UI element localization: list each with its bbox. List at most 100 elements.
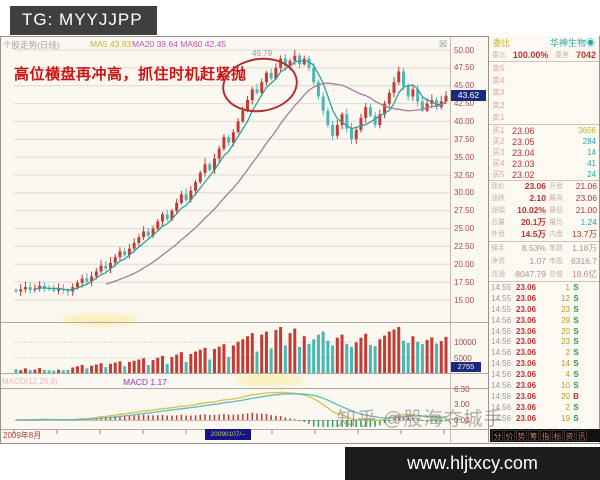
stat-value: 1.18万: [571, 242, 597, 253]
sell-level-row[interactable]: 卖2: [489, 99, 599, 111]
tick-price: 23.06: [516, 391, 537, 401]
trade-tick-row: 14:56 23.06 20 S: [489, 326, 599, 337]
ma5-value-label: MA5 43.93: [90, 39, 132, 49]
stat-row: 净资 1.07 市盈 6316.7: [489, 254, 599, 267]
sidebar-tab[interactable]: 指: [540, 430, 551, 441]
sidebar-tab[interactable]: 标: [552, 430, 563, 441]
sell-level-label: 卖1: [492, 113, 505, 123]
highlight-smudge: [235, 374, 305, 386]
buy-level-row[interactable]: 买2 23.05 284: [489, 136, 599, 147]
tick-qty: 2: [565, 348, 570, 358]
sidebar-tab[interactable]: 价: [504, 430, 515, 441]
tick-qty: 4: [565, 370, 570, 380]
peak-price-label: 49.79: [252, 49, 273, 58]
tick-qty: 23: [561, 337, 570, 347]
buy-level-label: 买4: [492, 159, 505, 168]
window-close-icon[interactable]: ☒: [439, 39, 448, 49]
trade-tick-row: 14:56 23.06 2 S: [489, 402, 599, 413]
price-axis-label: 35.00: [454, 152, 475, 162]
sidebar-tab[interactable]: 资: [564, 430, 575, 441]
price-axis-label: 15.00: [454, 295, 475, 305]
price-axis-label: 32.50: [454, 170, 475, 180]
quote-info-grid: 现价 23.06 开盘 21.06 涨跌 2.10 最高 23.06 涨幅 10.02% 最低 21.…: [489, 180, 599, 242]
chart-title: 个股走势(日线): [3, 40, 60, 50]
macd-value-label: MACD 1.17: [123, 377, 167, 387]
sidebar-tab[interactable]: 讯: [576, 430, 587, 441]
tick-qty: 20: [561, 326, 570, 336]
tick-time: 14:56: [491, 370, 512, 380]
info-row: 涨跌 2.10 最高 23.06: [489, 192, 599, 204]
tick-price: 23.06: [516, 326, 537, 336]
buy-level-qty: 284: [582, 137, 596, 146]
tick-price: 23.06: [516, 293, 537, 303]
tick-qty: 20: [561, 391, 570, 401]
zhihu-watermark: 知乎 @股海夺城手: [337, 409, 504, 430]
tick-price: 23.06: [516, 337, 537, 347]
sell-level-row[interactable]: 卖1: [489, 112, 599, 124]
buy-level-row[interactable]: 买5 23.02 24: [489, 169, 599, 180]
trade-tick-list: 14:55 23.06 1 S 14:55 23.06 12 S 14:55 23.06 23 S 14…: [489, 282, 599, 425]
tick-direction: S: [573, 326, 579, 336]
trade-tick-row: 14:56 23.06 2 S: [489, 347, 599, 358]
info-row: 外盘 14.5万 内盘 13.7万: [489, 228, 599, 240]
info-value: 1.24: [580, 217, 597, 227]
current-volume-box: 2755: [451, 362, 481, 372]
tick-direction: S: [573, 370, 579, 380]
info-label: 现价: [491, 183, 505, 190]
sell-level-row[interactable]: 卖4: [489, 74, 599, 86]
info-row: 总量 20.1万 量比 1.24: [489, 216, 599, 228]
trade-tick-row: 14:56 23.06 23 S: [489, 336, 599, 347]
sell-level-row[interactable]: 卖3: [489, 87, 599, 99]
sell-level-row[interactable]: 卖5: [489, 62, 599, 74]
buy-level-label: 买1: [492, 126, 505, 135]
macd-params-label: MACD(12,26,9): [2, 377, 58, 386]
sidebar-tab[interactable]: 势: [516, 430, 527, 441]
trade-tick-row: 14:56 23.06 4 S: [489, 369, 599, 380]
tick-direction: S: [573, 293, 579, 303]
tick-time: 14:56: [491, 326, 512, 336]
sidebar-tab[interactable]: 分: [492, 430, 503, 441]
buy-level-row[interactable]: 买4 23.03 41: [489, 158, 599, 169]
timeline-start-date: 2009年8月: [3, 431, 42, 440]
trade-tick-row: 14:56 23.06 20 B: [489, 391, 599, 402]
tick-qty: 12: [561, 293, 570, 303]
buy-level-row[interactable]: 买1 23.06 3656: [489, 125, 599, 136]
tick-qty: 10: [561, 380, 570, 390]
sell-level-label: 卖3: [492, 88, 505, 98]
tick-price: 23.06: [516, 359, 537, 369]
cursor-date-box: 20090107/--: [205, 429, 251, 440]
buy-level-qty: 24: [587, 170, 596, 179]
tick-time: 14:55: [491, 304, 512, 314]
stat-label: 总值: [549, 270, 563, 278]
tick-direction: B: [573, 391, 579, 401]
tick-qty: 23: [561, 304, 570, 314]
weicha-value: 7042: [575, 50, 596, 60]
sell-level-label: 卖2: [492, 100, 505, 110]
sidebar-tab[interactable]: 筹: [528, 430, 539, 441]
tick-time: 14:56: [491, 315, 512, 325]
stat-value: 8.53%: [521, 242, 546, 253]
buy-level-row[interactable]: 买3 23.04 14: [489, 147, 599, 158]
tick-qty: 14: [561, 359, 570, 369]
current-price-box: 43.62: [451, 90, 486, 101]
buy-level-price: 23.02: [512, 169, 535, 180]
tick-qty: 2: [565, 402, 570, 412]
buy-level-price: 23.06: [512, 125, 535, 136]
tick-price: 23.06: [516, 315, 537, 325]
trade-tick-row: 14:56 23.06 14 S: [489, 358, 599, 369]
buy-level-label: 买2: [492, 137, 505, 146]
trade-tick-row: 14:56 23.06 10 S: [489, 380, 599, 391]
volume-axis-label: 5000: [454, 353, 472, 363]
weibi-row: 委比 100.00% 委差 7042: [489, 49, 599, 62]
info-row: 涨幅 10.02% 最低 21.00: [489, 204, 599, 216]
tick-time: 14:55: [491, 282, 512, 292]
weicha-label: 委差: [555, 52, 570, 59]
tick-direction: S: [573, 402, 579, 412]
macd-axis-label: 6.30: [454, 384, 470, 394]
tick-direction: S: [573, 282, 579, 292]
price-axis-label: 25.00: [454, 224, 475, 234]
tick-price: 23.06: [516, 370, 537, 380]
stat-row: 换手 8.53% 笔数 1.18万: [489, 241, 599, 254]
info-label: 涨跌: [491, 195, 505, 202]
info-label: 最高: [549, 195, 563, 202]
